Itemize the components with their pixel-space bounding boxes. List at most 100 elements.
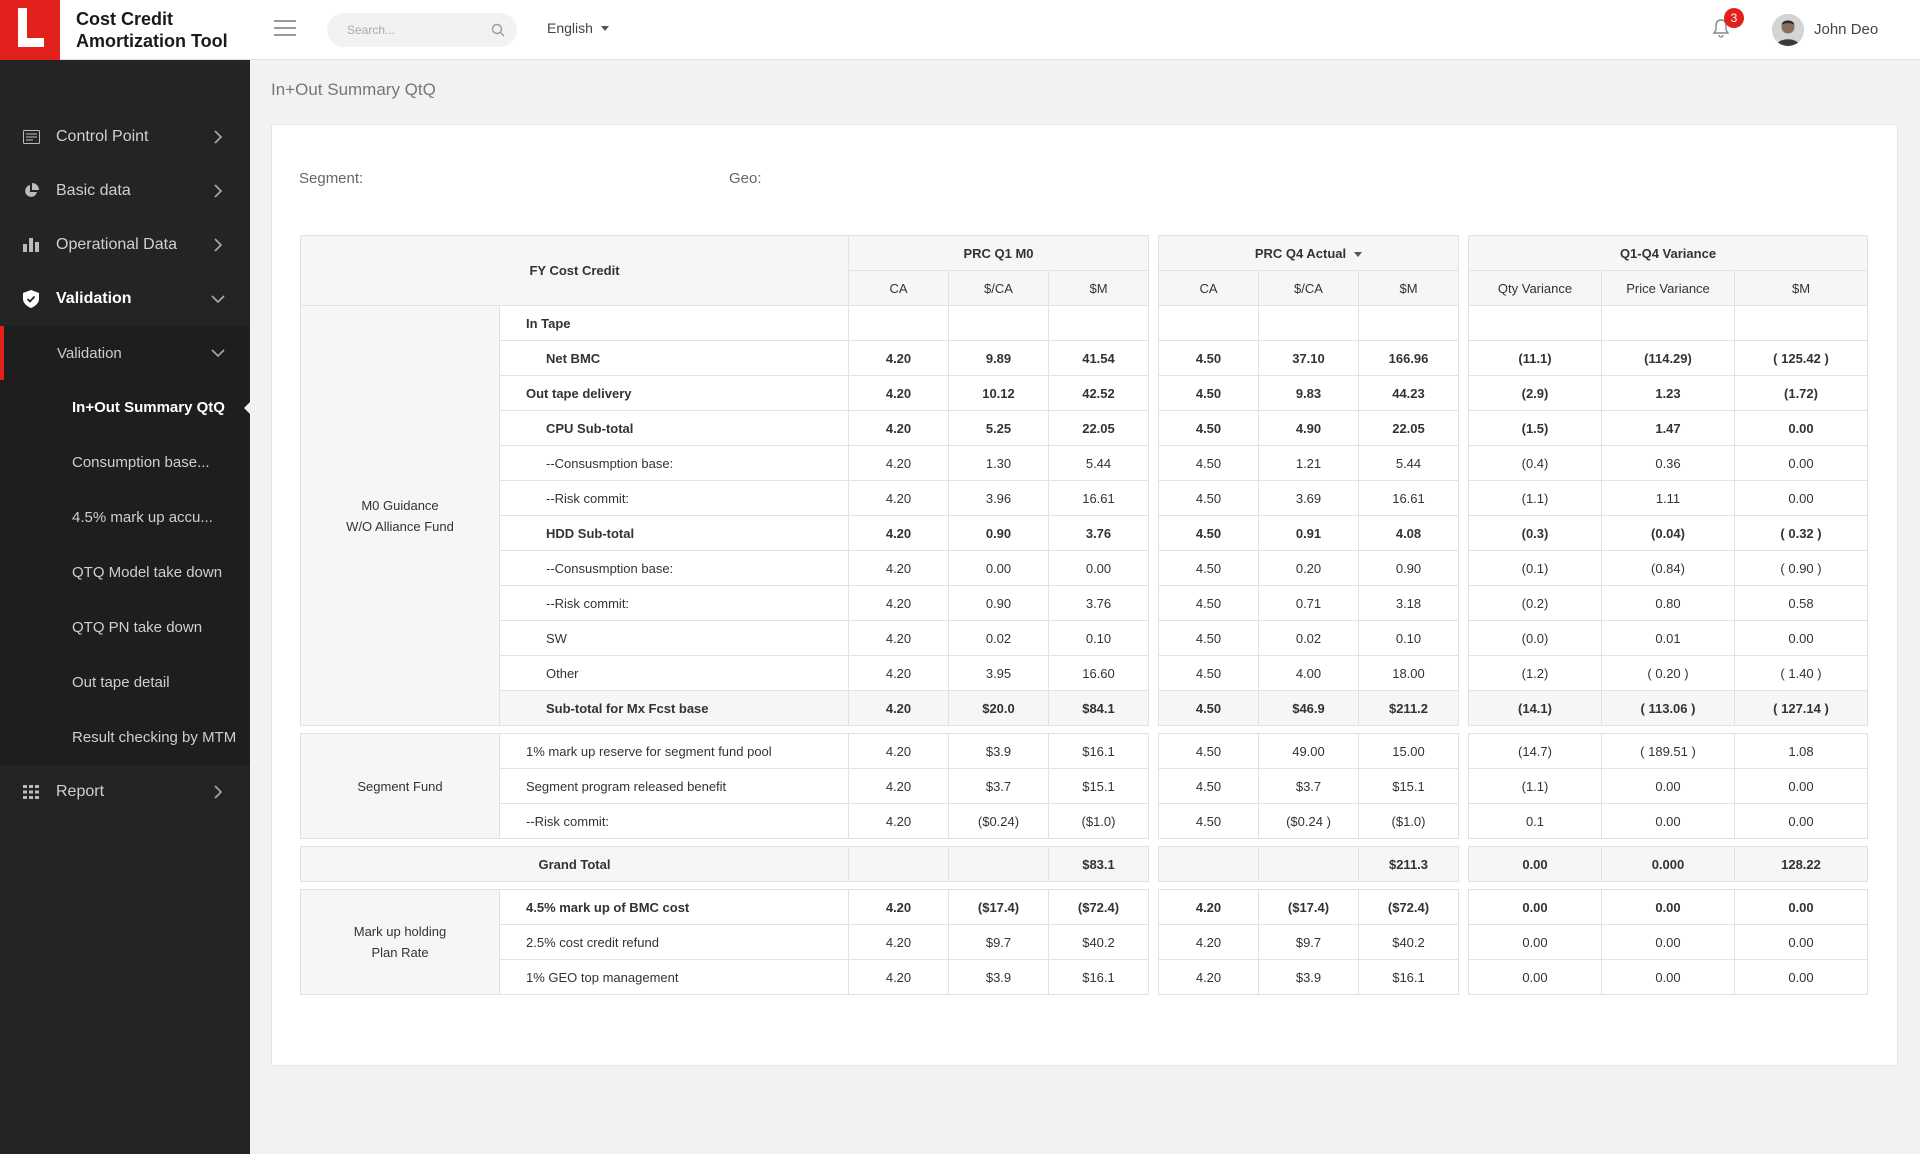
table-cell: 4.20 — [1158, 924, 1259, 960]
chevron-down-icon — [211, 349, 225, 358]
language-label: English — [547, 20, 593, 36]
table-cell: ($0.24) — [948, 803, 1049, 839]
table-cell — [1158, 305, 1259, 341]
table-row: Sub-total for Mx Fcst base 4.20 $20.0 $84.1… — [301, 690, 1868, 726]
table-cell: $16.1 — [1358, 959, 1459, 995]
table-cell: 0.00 — [1468, 924, 1602, 960]
table-row: CPU Sub-total 4.20 5.25 22.05 4.50 4.90 22.05(… — [301, 410, 1868, 446]
sidebar-leaf-qtq-pn-take-down[interactable]: QTQ PN take down — [0, 600, 250, 655]
table-row: Mark up holding Plan Rate 4.5% mark up of … — [300, 889, 1868, 995]
sidebar-item-operational-data[interactable]: Operational Data — [0, 218, 250, 272]
table-cell — [1468, 305, 1602, 341]
chevron-right-icon — [214, 238, 223, 252]
table-cell: $211.3 — [1358, 846, 1459, 882]
table-cell: $16.1 — [1048, 959, 1149, 995]
table-cell: 5.25 — [948, 410, 1049, 446]
table-cell: 37.10 — [1258, 340, 1359, 376]
user-name[interactable]: John Deo — [1814, 21, 1879, 38]
table-cell: 0.00 — [1468, 959, 1602, 995]
table-cell: 0.00 — [1734, 620, 1868, 656]
table-cell: 0.00 — [1734, 924, 1868, 960]
menu-toggle-icon[interactable] — [274, 20, 296, 38]
summary-table: FY Cost Credit PRC Q1 M0 PRC Q4 Actual Q… — [300, 235, 1868, 995]
table-cell: 4.50 — [1158, 410, 1259, 446]
notification-badge: 3 — [1724, 8, 1744, 28]
table-cell: 16.61 — [1048, 480, 1149, 516]
table-cell: ($72.4) — [1048, 889, 1149, 925]
geo-filter-label[interactable]: Geo: — [729, 170, 762, 187]
table-cell: 0.00 — [1601, 803, 1735, 839]
table-cell: 41.54 — [1048, 340, 1149, 376]
table-cell: (1.1) — [1468, 768, 1602, 804]
row-label: --Consusmption base: — [499, 550, 849, 586]
sidebar-item-control-point[interactable]: Control Point — [0, 110, 250, 164]
sidebar-item-basic-data[interactable]: Basic data — [0, 164, 250, 218]
column-header: Qty Variance — [1468, 270, 1602, 306]
table-cell: 0.000 — [1601, 846, 1735, 882]
table-row: SW 4.20 0.02 0.10 4.50 0.02 0.10 (0.0) 0.01 0.00 — [301, 620, 1868, 656]
table-cell: 4.20 — [1158, 889, 1259, 925]
table-cell: ( 127.14 ) — [1734, 690, 1868, 726]
table-cell: 4.20 — [848, 585, 949, 621]
section-label-m0-guidance: M0 Guidance W/O Alliance Fund — [300, 305, 500, 726]
table-cell: 4.50 — [1158, 803, 1259, 839]
control-point-icon — [22, 128, 40, 146]
sidebar-leaf-consumption-base[interactable]: Consumption base... — [0, 435, 250, 490]
language-select[interactable]: English — [547, 20, 609, 36]
sidebar-subgroup-validation[interactable]: Validation — [0, 326, 250, 380]
table-cell: ($17.4) — [948, 889, 1049, 925]
table-cell: 1.11 — [1601, 480, 1735, 516]
table-cell: 0.00 — [948, 550, 1049, 586]
table-cell: 4.20 — [848, 924, 949, 960]
page-title: In+Out Summary QtQ — [271, 80, 436, 99]
table-cell: 0.90 — [948, 515, 1049, 551]
table-cell: 4.50 — [1158, 480, 1259, 516]
table-cell: 18.00 — [1358, 655, 1459, 691]
table-cell: $46.9 — [1258, 690, 1359, 726]
row-label: HDD Sub-total — [499, 515, 849, 551]
table-cell: 0.00 — [1601, 924, 1735, 960]
sidebar-leaf-mark-up-accrual[interactable]: 4.5% mark up accu... — [0, 490, 250, 545]
table-cell: 4.50 — [1158, 620, 1259, 656]
table-cell: 4.50 — [1158, 515, 1259, 551]
table-row: --Consusmption base: 4.20 0.00 0.00 4.50 0.20… — [301, 550, 1868, 586]
table-cell: $3.9 — [948, 959, 1049, 995]
table-cell: 166.96 — [1358, 340, 1459, 376]
table-cell: 0.01 — [1601, 620, 1735, 656]
table-cell: 4.50 — [1158, 768, 1259, 804]
search-icon[interactable] — [491, 23, 505, 37]
section-label-mark-up-holding: Mark up holding Plan Rate — [300, 889, 500, 995]
table-cell: $3.7 — [948, 768, 1049, 804]
table-row: --Risk commit: 4.20 3.96 16.61 4.50 3.69 16.61… — [301, 480, 1868, 516]
table-cell — [1358, 305, 1459, 341]
section-label-line: M0 Guidance — [361, 497, 439, 513]
sidebar-leaf-in-out-summary[interactable]: In+Out Summary QtQ — [0, 380, 250, 435]
sidebar-leaf-result-checking[interactable]: Result checking by MTM — [0, 710, 250, 765]
table-cell: $84.1 — [1048, 690, 1149, 726]
sidebar-leaf-qtq-model-take-down[interactable]: QTQ Model take down — [0, 545, 250, 600]
table-cell: 0.91 — [1258, 515, 1359, 551]
table-cell — [1601, 305, 1735, 341]
column-header: $/CA — [1258, 270, 1359, 306]
table-cell: 4.50 — [1158, 445, 1259, 481]
row-label: Segment program released benefit — [499, 768, 849, 804]
table-cell — [1158, 846, 1259, 882]
table-cell: 0.10 — [1358, 620, 1459, 656]
section-label-line: W/O Alliance Fund — [346, 518, 454, 534]
table-row: --Risk commit: 4.20 0.90 3.76 4.50 0.71 3.18 (0… — [301, 585, 1868, 621]
sidebar-nav: Control Point Basic data Operational Dat… — [0, 110, 250, 819]
table-cell: $40.2 — [1358, 924, 1459, 960]
search-input[interactable] — [347, 23, 487, 37]
group-header-prc-q4-actual[interactable]: PRC Q4 Actual — [1158, 235, 1459, 271]
table-cell: 4.20 — [848, 733, 949, 769]
section-label-line: Plan Rate — [371, 945, 429, 960]
sidebar-leaf-out-tape-detail[interactable]: Out tape detail — [0, 655, 250, 710]
segment-filter-label[interactable]: Segment: — [299, 170, 364, 187]
table-cell: 4.20 — [848, 959, 949, 995]
sidebar-item-validation[interactable]: Validation — [0, 272, 250, 326]
table-cell: ($1.0) — [1048, 803, 1149, 839]
avatar[interactable] — [1772, 14, 1804, 46]
sidebar-item-report[interactable]: Report — [0, 765, 250, 819]
bar-chart-icon — [22, 236, 40, 254]
table-cell: 4.20 — [848, 768, 949, 804]
